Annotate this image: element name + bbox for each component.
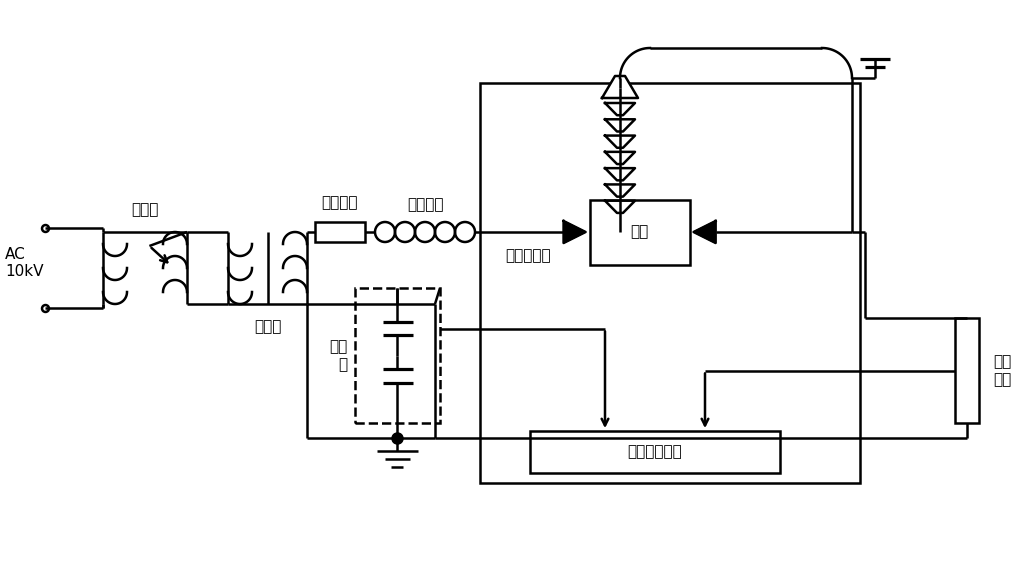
Polygon shape bbox=[605, 201, 635, 213]
Text: 试品: 试品 bbox=[630, 224, 649, 240]
Polygon shape bbox=[564, 221, 585, 243]
Text: 分流
电阻: 分流 电阻 bbox=[993, 354, 1012, 387]
Bar bbox=[355, 288, 440, 423]
Text: 保护电阻: 保护电阻 bbox=[322, 195, 358, 210]
Text: 数据采集系统: 数据采集系统 bbox=[628, 445, 682, 460]
Polygon shape bbox=[605, 168, 635, 181]
Polygon shape bbox=[694, 221, 716, 243]
Polygon shape bbox=[605, 103, 635, 115]
Polygon shape bbox=[605, 119, 635, 132]
Bar bbox=[589, 199, 690, 265]
Polygon shape bbox=[605, 152, 635, 164]
Polygon shape bbox=[605, 136, 635, 148]
Text: 人工气候室: 人工气候室 bbox=[505, 248, 550, 263]
Text: 穿墙套管: 穿墙套管 bbox=[407, 197, 443, 212]
Bar bbox=[480, 83, 860, 483]
Bar bbox=[530, 431, 780, 473]
Text: 变压器: 变压器 bbox=[254, 319, 281, 334]
Text: 调压器: 调压器 bbox=[131, 202, 159, 217]
Text: AC
10kV: AC 10kV bbox=[5, 247, 44, 279]
Polygon shape bbox=[602, 76, 638, 98]
Bar bbox=[315, 222, 365, 242]
Text: 分压
器: 分压 器 bbox=[328, 339, 347, 371]
Bar bbox=[955, 318, 979, 423]
Polygon shape bbox=[605, 185, 635, 197]
